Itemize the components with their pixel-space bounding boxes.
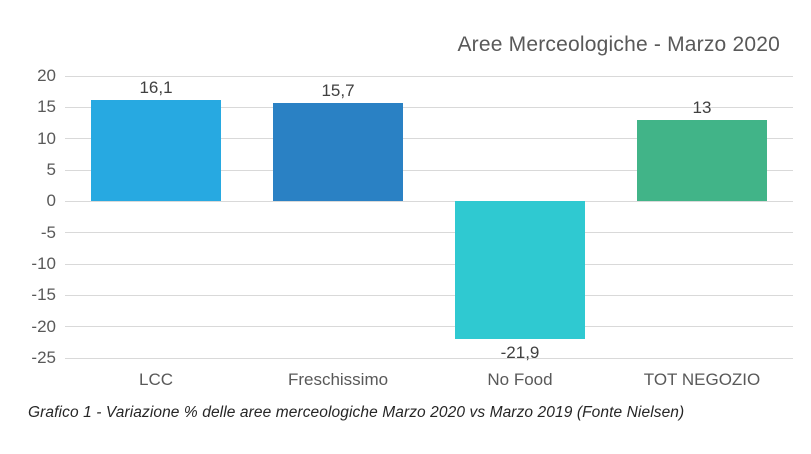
gridline-y-20 [65,75,793,77]
gridline-y--15 [65,294,793,296]
y-tick-label--25: -25 [31,348,56,367]
chart-title: Aree Merceologiche - Marzo 2020 [457,33,780,56]
bar-tot-negozio [637,119,767,202]
gridline-y-15 [65,106,793,108]
gridline-y-10 [65,138,793,140]
chart-caption: Grafico 1 - Variazione % delle aree merc… [28,404,685,421]
bar-no-food [455,201,585,339]
x-axis: LCC Freschissimo No Food TOT NEGOZIO [65,370,793,392]
gridline-y--10 [65,263,793,265]
category-label-freschissimo: Freschissimo [287,370,389,389]
category-label-no-food: No Food [487,370,553,389]
y-tick-label-0: 0 [46,191,56,211]
bar-lcc [91,100,221,202]
y-tick-label--5: -5 [40,222,56,242]
y-tick-label-10: 10 [37,128,56,148]
y-tick-label-20: 20 [37,66,56,85]
y-tick-label-5: 5 [46,160,56,179]
value-label-no-food: -21,9 [500,342,540,362]
bar-freschissimo [273,102,403,202]
gridline-y-5 [65,169,793,171]
y-tick-label--15: -15 [31,285,56,305]
gridline-y-0 [65,200,793,202]
gridline-y--20 [65,326,793,328]
category-label-tot-negozio: TOT NEGOZIO [643,370,761,389]
category-label-lcc: LCC [138,370,173,389]
y-tick-label--10: -10 [31,254,56,273]
y-tick-label--20: -20 [31,316,56,336]
value-label-tot-negozio: 13 [692,97,712,117]
plot-area: 16,1 15,7 -21,9 13 [65,75,793,362]
gridline-y--5 [65,232,793,234]
gridline-y--25 [65,357,793,359]
y-tick-label-15: 15 [37,97,56,117]
value-label-lcc: 16,1 [139,78,173,98]
y-axis: 20 15 10 5 0 -5 -10 -15 -20 -25 [0,67,56,367]
value-label-freschissimo: 15,7 [321,80,355,100]
